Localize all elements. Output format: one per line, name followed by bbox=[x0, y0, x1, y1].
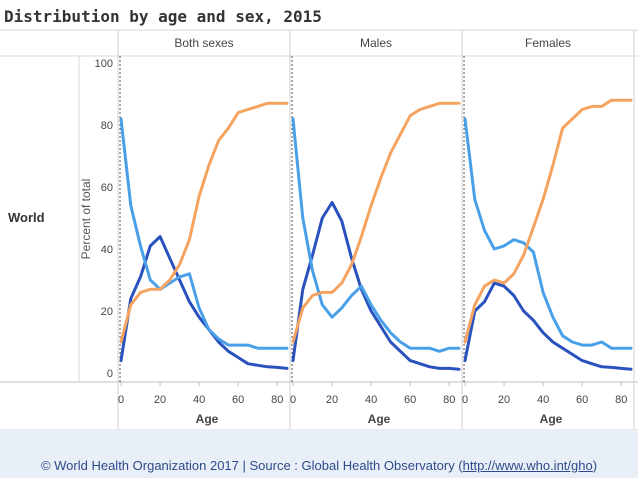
x-tick-label: 80 bbox=[271, 394, 283, 406]
x-tick-label: 0 bbox=[290, 394, 296, 406]
footer-credit: © World Health Organization 2017 | Sourc… bbox=[0, 458, 638, 473]
y-tick-label: 40 bbox=[101, 244, 113, 256]
series-line bbox=[291, 101, 461, 344]
y-tick-label: 100 bbox=[95, 58, 113, 70]
plot-area: World Percent of total 0 20 40 60 80 100 Both se… bbox=[0, 29, 638, 430]
x-tick-label: 20 bbox=[498, 394, 510, 406]
y-tick-label: 0 bbox=[107, 368, 113, 380]
series-line bbox=[119, 101, 289, 344]
chart-title: Distribution by age and sex, 2015 bbox=[4, 7, 322, 26]
x-tick-label: 60 bbox=[576, 394, 588, 406]
x-axis-label: Age bbox=[540, 412, 563, 426]
x-axis-label: Age bbox=[368, 412, 391, 426]
panel-title: Females bbox=[525, 36, 571, 50]
series-line bbox=[463, 98, 633, 344]
y-tick-label: 60 bbox=[101, 182, 113, 194]
x-tick-label: 40 bbox=[537, 394, 549, 406]
x-tick-label: 0 bbox=[118, 394, 124, 406]
x-tick-label: 80 bbox=[615, 394, 627, 406]
x-tick-label: 0 bbox=[462, 394, 468, 406]
footer: © World Health Organization 2017 | Sourc… bbox=[0, 430, 638, 478]
row-label: World bbox=[8, 210, 45, 225]
series-line bbox=[119, 235, 289, 370]
x-tick-label: 20 bbox=[326, 394, 338, 406]
footer-suffix: ) bbox=[592, 458, 598, 473]
footer-prefix: © World Health Organization 2017 | Sourc… bbox=[40, 458, 463, 473]
x-tick-label: 40 bbox=[193, 394, 205, 406]
panel-title: Both sexes bbox=[174, 36, 233, 50]
series-line bbox=[463, 281, 633, 371]
x-tick-label: 60 bbox=[404, 394, 416, 406]
chart: Distribution by age and sex, 2015 World P… bbox=[0, 7, 638, 430]
x-tick-label: 60 bbox=[232, 394, 244, 406]
y-tick-label: 80 bbox=[101, 120, 113, 132]
y-axis-label: Percent of total bbox=[79, 179, 93, 260]
series-line bbox=[291, 117, 461, 353]
series-line bbox=[463, 117, 633, 350]
panel-title: Males bbox=[360, 36, 392, 50]
y-tick-label: 20 bbox=[101, 306, 113, 318]
x-tick-label: 80 bbox=[443, 394, 455, 406]
x-axis-label: Age bbox=[196, 412, 219, 426]
x-tick-label: 40 bbox=[365, 394, 377, 406]
series-line bbox=[291, 201, 461, 371]
series-line bbox=[119, 117, 289, 350]
x-tick-label: 20 bbox=[154, 394, 166, 406]
gho-link[interactable]: http://www.who.int/gho bbox=[462, 458, 593, 473]
